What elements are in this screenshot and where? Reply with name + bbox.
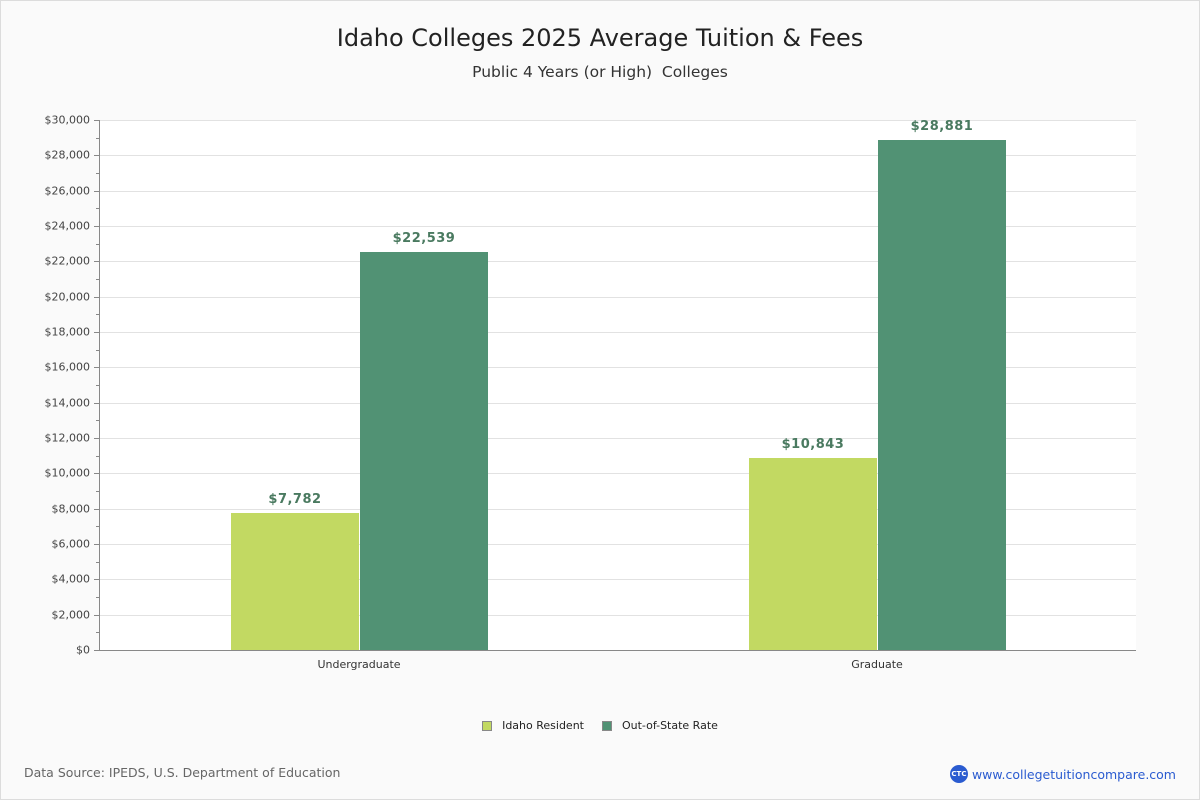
y-tick-major	[94, 614, 99, 616]
legend-label-out-of-state: Out-of-State Rate	[621, 719, 718, 732]
legend-swatch-out-of-state	[601, 720, 612, 731]
y-tick-major	[94, 402, 99, 404]
chart-title: Idaho Colleges 2025 Average Tuition & Fe…	[336, 24, 864, 52]
x-label-graduate: Graduate	[851, 658, 903, 671]
y-axis-line	[99, 120, 100, 651]
bar-value-label: $28,881	[910, 118, 974, 134]
gridline	[100, 367, 1136, 369]
gridline	[100, 473, 1136, 475]
y-tick-minor	[96, 314, 99, 316]
gridline	[100, 438, 1136, 439]
y-tick-label: $4,000	[51, 572, 91, 586]
y-tick-label: $18,000	[44, 325, 91, 339]
legend: Idaho Resident Out-of-State Rate	[0, 719, 1200, 732]
y-tick-label: $26,000	[44, 184, 91, 198]
y-tick-label: $8,000	[51, 502, 91, 516]
y-tick-minor	[96, 491, 99, 492]
y-tick-label: $6,000	[51, 537, 91, 551]
bar-undergraduate-resident[interactable]	[231, 512, 359, 650]
ctc-logo-icon: CTC	[949, 765, 968, 783]
legend-label-resident: Idaho Resident	[502, 719, 584, 732]
y-tick-major	[94, 650, 99, 651]
bar-value-label: $7,782	[268, 491, 322, 507]
y-tick-minor	[96, 561, 99, 563]
brand-url[interactable]: www.collegetuitioncompare.com	[971, 766, 1176, 782]
y-tick-label: $16,000	[44, 360, 91, 374]
gridline	[100, 544, 1136, 545]
gridline	[100, 579, 1136, 581]
y-tick-label: $24,000	[44, 219, 91, 233]
y-tick-minor	[96, 137, 99, 139]
y-tick-minor	[96, 455, 99, 457]
bar-graduate-resident[interactable]	[749, 458, 877, 650]
gridline	[100, 296, 1136, 298]
y-tick-minor	[96, 597, 99, 598]
data-source-note: Data Source: IPEDS, U.S. Department of E…	[24, 765, 341, 780]
gridline	[100, 402, 1136, 404]
y-tick-major	[94, 155, 99, 157]
y-tick-minor	[96, 385, 99, 386]
bar-undergraduate-out-of-state[interactable]	[360, 251, 488, 650]
y-tick-major	[94, 579, 99, 581]
chart-subtitle: Public 4 Years (or High) Colleges	[472, 63, 728, 81]
y-tick-major	[94, 473, 99, 475]
gridline	[100, 508, 1136, 510]
y-tick-label: $28,000	[44, 148, 91, 162]
legend-swatch-resident	[482, 720, 493, 731]
y-tick-minor	[96, 420, 99, 422]
gridline	[100, 190, 1136, 192]
y-tick-minor	[96, 349, 99, 351]
y-tick-minor	[96, 632, 99, 634]
y-tick-major	[94, 508, 99, 510]
y-tick-minor	[96, 279, 99, 280]
y-tick-minor	[96, 243, 99, 245]
x-axis-line	[99, 650, 1136, 651]
y-tick-major	[94, 332, 99, 333]
y-tick-label: $12,000	[44, 431, 91, 445]
y-tick-minor	[96, 208, 99, 210]
y-tick-label: $10,000	[44, 466, 91, 480]
legend-item-idaho-resident[interactable]: Idaho Resident	[482, 719, 584, 732]
y-tick-major	[94, 367, 99, 369]
y-tick-major	[94, 226, 99, 227]
y-tick-major	[94, 190, 99, 192]
y-tick-minor	[96, 526, 99, 528]
y-tick-major	[94, 120, 99, 121]
y-tick-label: $22,000	[44, 254, 91, 268]
legend-item-out-of-state[interactable]: Out-of-State Rate	[601, 719, 718, 732]
gridline	[100, 332, 1136, 333]
brand-link[interactable]: CTC www.collegetuitioncompare.com	[949, 765, 1176, 783]
y-tick-major	[94, 544, 99, 545]
bar-graduate-out-of-state[interactable]	[878, 139, 1006, 650]
y-tick-major	[94, 261, 99, 263]
bar-value-label: $22,539	[392, 230, 456, 246]
gridline	[100, 155, 1136, 157]
y-tick-label: $14,000	[44, 396, 91, 410]
y-tick-label: $2,000	[51, 608, 91, 622]
gridline	[100, 226, 1136, 227]
y-tick-major	[94, 296, 99, 298]
gridline	[100, 614, 1136, 616]
y-tick-label: $30,000	[44, 113, 91, 127]
bar-value-label: $10,843	[781, 437, 845, 453]
gridline	[100, 261, 1136, 263]
y-tick-minor	[96, 173, 99, 174]
y-tick-major	[94, 438, 99, 439]
gridline	[100, 120, 1136, 121]
y-tick-label: $20,000	[44, 290, 91, 304]
x-label-undergraduate: Undergraduate	[317, 658, 401, 671]
y-tick-label: $0	[76, 643, 90, 657]
